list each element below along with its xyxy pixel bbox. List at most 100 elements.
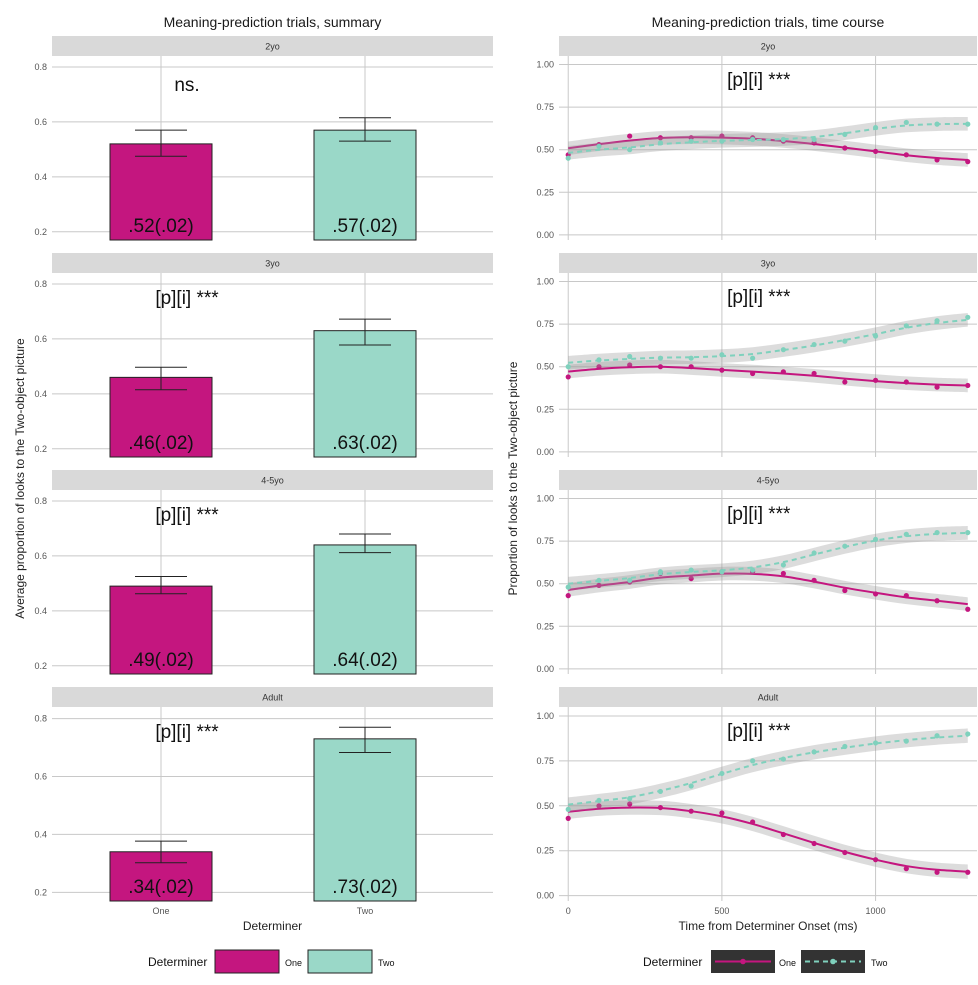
data-point-one [596, 364, 602, 370]
data-point-two [688, 138, 694, 144]
y-tick-label: 0.75 [536, 319, 554, 329]
y-tick-label: 0.25 [536, 187, 554, 197]
strip-label: 4-5yo [757, 476, 780, 486]
data-point-one [719, 367, 725, 373]
right-chart-title: Meaning-prediction trials, time course [652, 14, 885, 30]
data-point-two [657, 140, 664, 146]
data-point-one [565, 593, 571, 599]
data-point-two [842, 743, 848, 750]
line-panel-3yo: 3yo 0.00 0.25 0.50 0.75 1.00 [p][i] *** [536, 253, 977, 457]
data-point-one [565, 815, 571, 821]
data-point-one [903, 152, 909, 158]
data-point-one [596, 803, 602, 809]
confidence-band-one [568, 359, 968, 393]
strip-label: 2yo [265, 42, 280, 52]
y-tick-label: 1.00 [536, 60, 554, 70]
data-point-two [627, 796, 633, 802]
data-point-one [811, 577, 817, 583]
right-y-axis-title: Proportion of looks to the Two-object pi… [506, 361, 520, 595]
data-point-two [811, 136, 817, 143]
line-panel-4-5yo: 4-5yo 0.00 0.25 0.50 0.75 1.00 [p][i] *** [536, 470, 977, 674]
confidence-band-one [568, 800, 968, 879]
data-point-two [627, 353, 633, 360]
data-point-one [750, 370, 756, 377]
y-tick-label: 0.75 [536, 536, 554, 546]
data-point-two [780, 136, 786, 143]
data-point-two [596, 797, 602, 804]
data-point-two [657, 569, 664, 575]
data-point-two [872, 740, 879, 746]
legend-title: Determiner [643, 955, 702, 969]
line-panel-Adult: Adult 0.00 0.25 0.50 0.75 1.00 [p][i] *** [536, 687, 977, 901]
data-point-two [596, 577, 602, 583]
bar-value-label: .52(.02) [128, 216, 193, 237]
data-point-two [657, 355, 664, 361]
data-point-one [688, 808, 694, 814]
series-line-two [568, 734, 968, 806]
x-tick-label: 0 [566, 906, 571, 916]
y-tick-label: 0.4 [34, 829, 47, 839]
x-tick-label: Two [357, 906, 374, 916]
left-y-axis-title: Average proportion of looks to the Two-o… [13, 338, 27, 619]
legend-label-two: Two [871, 958, 888, 968]
y-tick-label: 0.50 [536, 145, 554, 155]
strip-background [559, 36, 977, 56]
data-point-two [688, 355, 694, 361]
data-point-one [903, 866, 909, 872]
data-point-one [842, 849, 848, 856]
data-point-two [565, 364, 571, 370]
significance-annotation: [p][i] *** [155, 722, 219, 743]
x-tick-label: 500 [714, 906, 729, 916]
bar-value-label: .46(.02) [128, 433, 193, 454]
data-point-one [872, 148, 879, 155]
data-point-one [965, 159, 971, 165]
data-point-two [750, 567, 756, 573]
y-tick-label: 0.00 [536, 891, 554, 901]
y-tick-label: 0.4 [34, 606, 47, 616]
data-point-two [688, 783, 694, 789]
y-tick-label: 0.8 [34, 62, 47, 72]
data-point-one [565, 374, 571, 380]
data-point-one [750, 819, 756, 825]
legend-right: Determiner One Two [643, 950, 888, 973]
data-point-one [811, 370, 817, 377]
significance-annotation: [p][i] *** [155, 505, 219, 526]
data-point-two [811, 749, 817, 755]
legend-label-two: Two [378, 958, 395, 968]
legend-key-one-point [740, 958, 746, 965]
strip-background [52, 470, 493, 490]
data-point-one [627, 801, 633, 807]
data-point-one [780, 369, 786, 375]
data-point-one [657, 804, 664, 811]
y-tick-label: 1.00 [536, 277, 554, 287]
series-line-one [568, 365, 968, 387]
y-tick-label: 0.50 [536, 801, 554, 811]
strip-background [52, 36, 493, 56]
bar-value-label: .73(.02) [332, 877, 397, 898]
legend-title: Determiner [148, 955, 207, 969]
y-tick-label: 0.00 [536, 664, 554, 674]
data-point-one [596, 582, 602, 589]
y-tick-label: 0.50 [536, 362, 554, 372]
bar-two [313, 330, 417, 458]
data-point-two [657, 788, 664, 795]
y-tick-label: 0.6 [34, 117, 47, 127]
strip-background [559, 470, 977, 490]
bar-value-label: .49(.02) [128, 650, 193, 671]
data-point-two [627, 147, 633, 153]
data-point-two [750, 758, 756, 764]
data-point-one [657, 135, 664, 141]
y-tick-label: 0.50 [536, 579, 554, 589]
data-point-two [565, 155, 571, 161]
y-tick-label: 0.00 [536, 447, 554, 457]
data-point-two [842, 543, 848, 549]
y-tick-label: 0.2 [34, 227, 47, 237]
legend-key-one [214, 949, 280, 974]
data-point-one [719, 133, 725, 139]
data-point-one [934, 157, 940, 163]
data-point-one [627, 362, 633, 368]
strip-label: Adult [262, 693, 283, 703]
data-point-two [842, 338, 848, 344]
strip-background [52, 687, 493, 707]
bar-value-label: .64(.02) [332, 650, 397, 671]
